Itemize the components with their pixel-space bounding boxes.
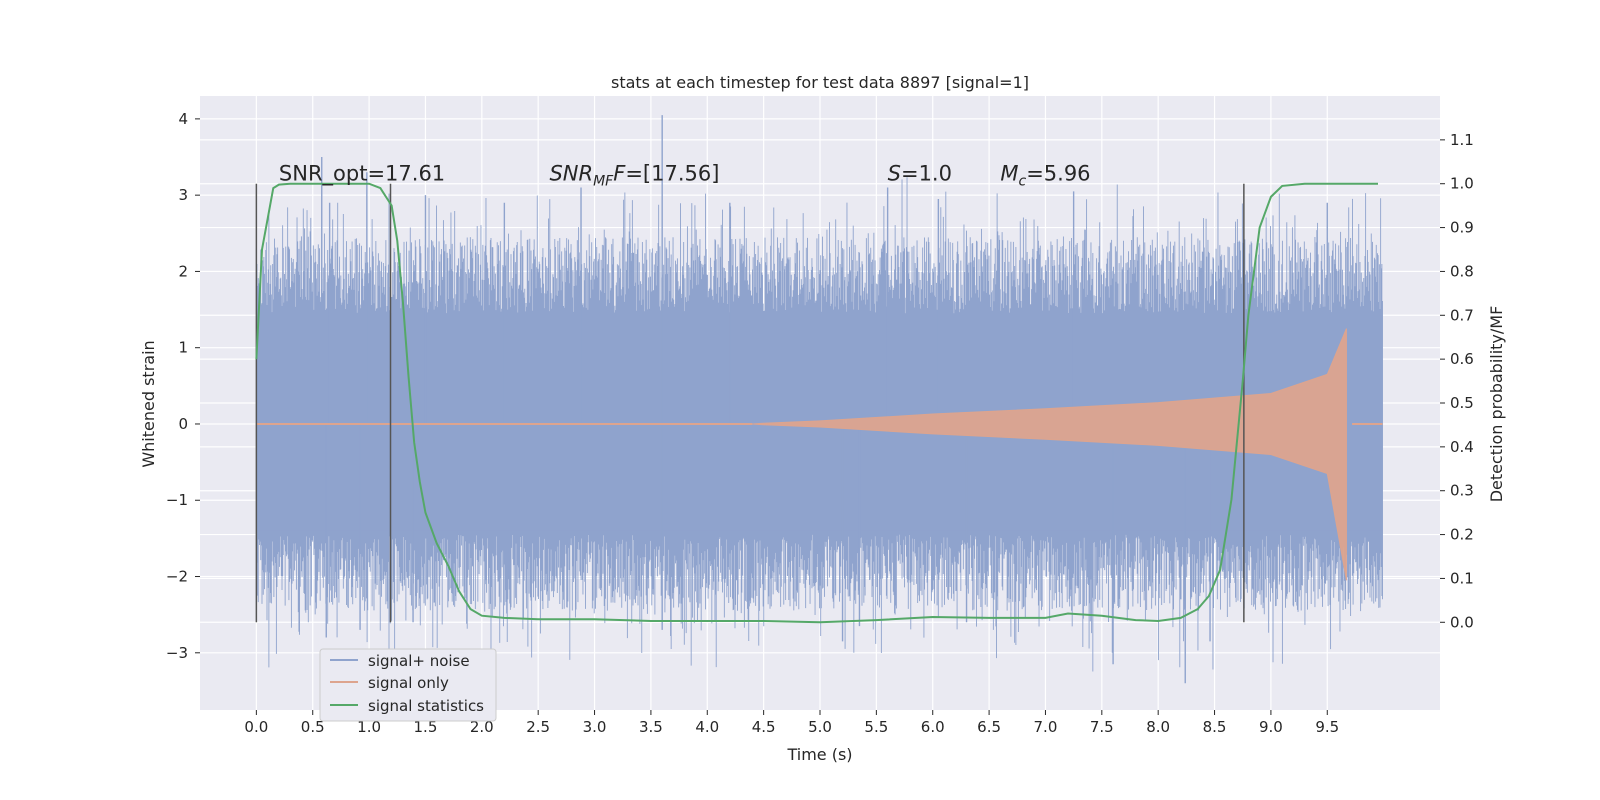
annotation-3: Mc=5.96 [1000, 161, 1090, 189]
x-tick-label: 8.0 [1146, 718, 1170, 736]
y-axis-right-label: Detection probability/MF [1487, 306, 1506, 503]
x-tick-label: 0.5 [301, 718, 325, 736]
x-tick-label: 8.5 [1203, 718, 1227, 736]
x-tick-label: 3.0 [583, 718, 607, 736]
x-tick-label: 6.0 [921, 718, 945, 736]
y-tick-label: 2 [178, 262, 188, 280]
legend-label-signal-statistics: signal statistics [368, 697, 484, 715]
y-tick-label: −3 [166, 644, 188, 662]
y-tick-label: −2 [166, 568, 188, 586]
y-right-tick-label: 0.0 [1450, 613, 1474, 631]
legend-box [319, 648, 497, 722]
annotation-1: SNRMFF=[17.56] [549, 161, 719, 189]
x-tick-label: 0.0 [244, 718, 268, 736]
x-tick-label: 7.5 [1090, 718, 1114, 736]
y-right-tick-label: 0.2 [1450, 526, 1474, 544]
annotation-0: SNR_opt=17.61 [279, 161, 445, 186]
x-tick-label: 7.0 [1034, 718, 1058, 736]
y-right-tick-label: 0.6 [1450, 350, 1474, 368]
y-tick-label: 4 [178, 110, 188, 128]
x-tick-label: 2.5 [526, 718, 550, 736]
legend-label-signal-only: signal only [368, 674, 449, 692]
x-axis-label: Time (s) [786, 745, 852, 764]
y-right-tick-label: 0.3 [1450, 482, 1474, 500]
signal-statistics-line [255, 182, 1378, 624]
y-tick-label: 1 [178, 339, 188, 357]
x-tick-label: 4.5 [752, 718, 776, 736]
y-right-tick-label: 0.4 [1450, 438, 1474, 456]
y-right-tick-label: 0.7 [1450, 306, 1474, 324]
x-tick-label: 3.5 [639, 718, 663, 736]
x-tick-label: 1.0 [357, 718, 381, 736]
y-tick-label: 3 [178, 186, 188, 204]
x-tick-label: 9.5 [1315, 718, 1339, 736]
legend-label-signal-noise: signal+ noise [368, 652, 470, 670]
x-tick-label: 1.5 [414, 718, 438, 736]
chart-title: stats at each timestep for test data 889… [611, 73, 1029, 92]
y-tick-label: −1 [166, 491, 188, 509]
x-tick-label: 9.0 [1259, 718, 1283, 736]
y-axis-label: Whitened strain [139, 340, 158, 467]
y-right-tick-label: 0.1 [1450, 569, 1474, 587]
legend: signal+ noise signal only signal statist… [319, 648, 497, 722]
x-tick-label: 4.0 [695, 718, 719, 736]
y-right-tick-label: 1.0 [1450, 175, 1474, 193]
x-tick-label: 5.0 [808, 718, 832, 736]
x-tick-label: 5.5 [864, 718, 888, 736]
y-right-tick-label: 1.1 [1450, 131, 1474, 149]
y-right-tick-label: 0.5 [1450, 394, 1474, 412]
y-right-tick-label: 0.8 [1450, 262, 1474, 280]
y-right-tick-label: 0.9 [1450, 219, 1474, 237]
x-tick-label: 6.5 [977, 718, 1001, 736]
signal-only-chirp [752, 328, 1347, 581]
y-tick-label: 0 [178, 415, 188, 433]
x-tick-label: 2.0 [470, 718, 494, 736]
annotation-2: S=1.0 [888, 161, 952, 185]
